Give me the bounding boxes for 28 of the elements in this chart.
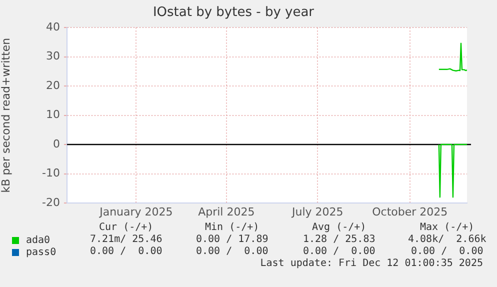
text: 7.21m/ 25.46 (90, 234, 162, 246)
y-tick-label: 0 (53, 137, 60, 150)
legend-label: pass0 (26, 247, 56, 259)
x-tick-label: July 2025 (290, 205, 344, 218)
text: 0.00 / 0.00 (90, 246, 162, 258)
x-tick-label: April 2025 (198, 205, 255, 218)
y-axis-title: kB per second read+written (0, 38, 12, 193)
text: 0.00 / 0.00 (196, 246, 268, 258)
text: Max (-/+) (420, 222, 474, 234)
chart-title: IOstat by bytes - by year (152, 5, 315, 20)
y-tick-label: -20 (42, 196, 60, 209)
x-tick-label: January 2025 (98, 205, 173, 218)
text: 0.00 / 0.00 (411, 246, 484, 258)
y-tick-label: 40 (46, 20, 60, 34)
y-tick-label: 30 (46, 50, 60, 63)
text: 1.28 / 25.83 (303, 234, 376, 246)
text: Min (-/+) (205, 222, 260, 234)
y-tick-label: 20 (46, 78, 60, 92)
text: Last update: Fri Dec 12 01:00:35 2025 (260, 258, 483, 270)
x-tick-label: October 2025 (372, 205, 448, 218)
text: Cur (-/+) (99, 222, 154, 234)
text: 0.00 / 17.89 (196, 234, 268, 246)
text: 4.08k/ 2.66k (408, 234, 486, 246)
text: Avg (-/+) (312, 222, 366, 234)
text: 0.00 / 0.00 (303, 246, 376, 258)
legend-label: ada0 (26, 235, 50, 247)
y-tick-label: 10 (46, 108, 60, 122)
y-tick-label: -10 (42, 166, 60, 180)
